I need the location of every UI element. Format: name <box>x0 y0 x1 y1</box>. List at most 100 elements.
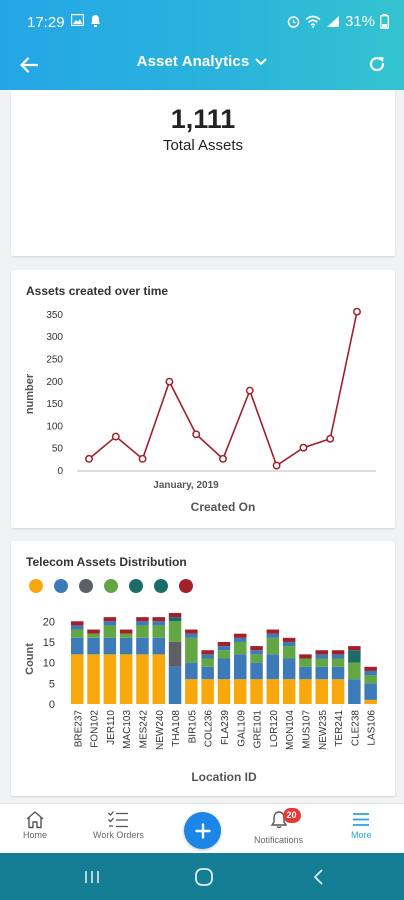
bar-segment[interactable] <box>348 650 361 663</box>
bar-segment[interactable] <box>152 617 166 622</box>
bar-segment[interactable] <box>152 621 166 626</box>
bar-segment[interactable] <box>168 666 182 704</box>
bar-segment[interactable] <box>136 625 149 638</box>
back-system-button[interactable] <box>306 866 330 888</box>
line-point[interactable] <box>245 386 254 395</box>
bar-segment[interactable] <box>152 625 166 638</box>
home-system-button[interactable] <box>192 866 216 888</box>
bar-segment[interactable] <box>87 629 100 634</box>
bar-segment[interactable] <box>87 654 100 704</box>
bar-segment[interactable] <box>168 621 182 642</box>
bar-segment[interactable] <box>119 654 133 704</box>
bar-segment[interactable] <box>331 679 345 704</box>
legend-item[interactable] <box>154 579 168 593</box>
bar-segment[interactable] <box>168 641 182 667</box>
legend-item[interactable] <box>179 579 193 593</box>
legend-item[interactable] <box>79 579 93 593</box>
recents-button[interactable] <box>80 866 104 888</box>
bar-segment[interactable] <box>234 641 247 655</box>
nav-work-orders[interactable]: Work Orders <box>93 810 144 840</box>
bar-segment[interactable] <box>103 625 117 638</box>
bar-segment[interactable] <box>250 650 263 655</box>
bar-segment[interactable] <box>103 621 117 626</box>
line-point[interactable] <box>165 377 174 386</box>
bar-segment[interactable] <box>201 679 214 704</box>
bar-segment[interactable] <box>119 629 133 634</box>
bar-segment[interactable] <box>71 629 84 638</box>
bar-segment[interactable] <box>217 679 231 704</box>
bar-segment[interactable] <box>348 662 361 680</box>
nav-more[interactable]: More <box>351 810 372 840</box>
bar-segment[interactable] <box>331 666 345 680</box>
bar-segment[interactable] <box>168 613 182 618</box>
bar-segment[interactable] <box>250 662 263 680</box>
bar-segment[interactable] <box>185 662 198 680</box>
bar-segment[interactable] <box>364 683 377 700</box>
bar-segment[interactable] <box>282 658 296 680</box>
bar-segment[interactable] <box>364 675 377 684</box>
bar-segment[interactable] <box>266 637 280 655</box>
legend-item[interactable] <box>129 579 143 593</box>
bar-segment[interactable] <box>282 679 296 704</box>
bar-segment[interactable] <box>136 654 149 704</box>
bar-segment[interactable] <box>71 621 84 626</box>
bar-segment[interactable] <box>201 654 214 659</box>
bar-segment[interactable] <box>185 637 198 663</box>
bar-segment[interactable] <box>185 629 198 634</box>
bar-segment[interactable] <box>364 699 377 704</box>
bar-segment[interactable] <box>201 658 214 667</box>
bar-segment[interactable] <box>266 633 280 638</box>
bar-segment[interactable] <box>87 637 100 655</box>
bar-segment[interactable] <box>71 637 84 655</box>
bar-segment[interactable] <box>315 666 329 680</box>
bar-segment[interactable] <box>331 658 345 667</box>
bar-segment[interactable] <box>136 621 149 626</box>
legend-item[interactable] <box>29 579 43 593</box>
bar-segment[interactable] <box>250 679 263 704</box>
bar-segment[interactable] <box>119 633 133 638</box>
bar-segment[interactable] <box>217 658 231 680</box>
bar-segment[interactable] <box>152 654 166 704</box>
bar-segment[interactable] <box>315 650 329 655</box>
bar-segment[interactable] <box>364 666 377 671</box>
bar-segment[interactable] <box>136 617 149 622</box>
bar-segment[interactable] <box>234 637 247 642</box>
bar-segment[interactable] <box>87 633 100 638</box>
bar-segment[interactable] <box>168 617 182 622</box>
bar-segment[interactable] <box>282 646 296 659</box>
back-button[interactable] <box>14 50 44 80</box>
bar-segment[interactable] <box>315 658 329 667</box>
bar-segment[interactable] <box>152 637 166 655</box>
legend-item[interactable] <box>104 579 118 593</box>
refresh-button[interactable] <box>362 49 392 79</box>
bar-segment[interactable] <box>234 633 247 638</box>
line-point[interactable] <box>219 454 227 463</box>
bar-segment[interactable] <box>282 641 296 647</box>
line-point[interactable] <box>326 434 335 443</box>
add-button[interactable] <box>184 812 221 849</box>
bar-segment[interactable] <box>282 637 296 642</box>
bar-segment[interactable] <box>217 646 231 651</box>
line-point[interactable] <box>192 430 201 439</box>
bar-segment[interactable] <box>103 654 117 704</box>
bar-segment[interactable] <box>348 646 361 651</box>
bar-segment[interactable] <box>331 654 345 659</box>
bar-segment[interactable] <box>364 670 377 676</box>
nav-notifications[interactable]: 20 Notifications <box>254 808 303 845</box>
bar-segment[interactable] <box>71 654 84 704</box>
bar-segment[interactable] <box>119 637 133 655</box>
line-point[interactable] <box>299 443 308 452</box>
bar-segment[interactable] <box>266 679 280 704</box>
bar-segment[interactable] <box>136 637 149 655</box>
bar-segment[interactable] <box>299 654 312 659</box>
bar-segment[interactable] <box>217 650 231 659</box>
bar-segment[interactable] <box>103 617 117 622</box>
bar-segment[interactable] <box>250 646 263 651</box>
line-point[interactable] <box>111 432 120 441</box>
legend-item[interactable] <box>54 579 68 593</box>
nav-home[interactable]: Home <box>23 810 47 840</box>
line-point[interactable] <box>353 307 361 316</box>
bar-segment[interactable] <box>234 679 247 704</box>
bar-segment[interactable] <box>71 625 84 630</box>
analytics-selector[interactable]: Asset Analytics <box>137 53 268 70</box>
